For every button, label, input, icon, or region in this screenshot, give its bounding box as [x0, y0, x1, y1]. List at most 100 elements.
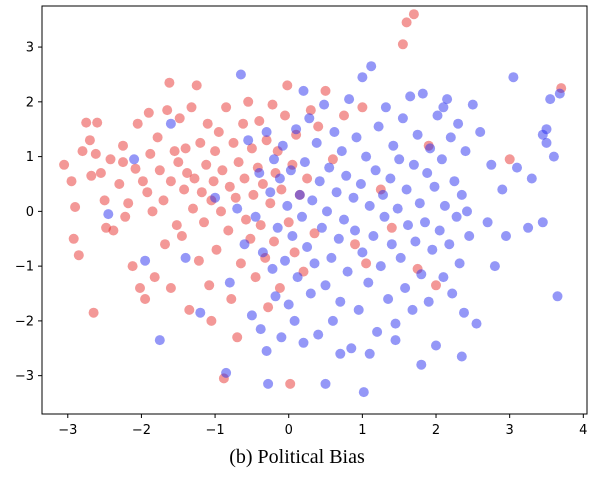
- point-series-2-149: [542, 138, 552, 148]
- point-series-1-56: [204, 280, 214, 290]
- point-series-2-5: [181, 253, 191, 263]
- point-series-2-52: [322, 206, 332, 216]
- point-series-1-61: [214, 127, 224, 137]
- point-series-1-83: [254, 116, 264, 126]
- point-series-1-37: [170, 146, 180, 156]
- point-series-1-26: [142, 187, 152, 197]
- point-series-2-104: [418, 89, 428, 99]
- point-series-2-67: [350, 226, 360, 236]
- point-series-2-28: [278, 141, 288, 151]
- point-series-2-29: [280, 256, 290, 266]
- point-series-2-118: [444, 239, 454, 249]
- point-series-2-38: [297, 212, 307, 222]
- point-series-1-67: [225, 182, 235, 192]
- ticks-layer: −3 −2 −1 0 1 2 3 4 −3 −2 −1 0 1 2 3: [15, 41, 588, 438]
- x-tick-label: 0: [285, 423, 293, 438]
- point-series-2-21: [265, 187, 275, 197]
- point-series-1-98: [284, 217, 294, 227]
- point-series-1-31: [155, 165, 165, 175]
- point-series-2-144: [545, 94, 555, 104]
- point-series-2-33: [287, 231, 297, 241]
- point-series-2-34: [290, 316, 300, 326]
- point-series-1-11: [96, 168, 106, 178]
- point-series-1-20: [128, 261, 138, 271]
- point-series-2-80: [374, 122, 384, 132]
- point-series-2-85: [383, 294, 393, 304]
- point-series-1-0: [59, 160, 69, 170]
- point-series-1-105: [302, 174, 312, 184]
- point-series-2-114: [437, 154, 447, 164]
- point-series-1-73: [236, 258, 246, 268]
- point-series-2-27: [276, 332, 286, 342]
- point-series-2-18: [258, 247, 268, 257]
- point-series-1-112: [350, 239, 360, 249]
- point-series-1-28: [148, 206, 158, 216]
- x-tick-label: −1: [205, 423, 224, 438]
- point-series-2-46: [312, 138, 322, 148]
- point-series-2-61: [339, 215, 349, 225]
- point-series-1-68: [226, 294, 236, 304]
- point-series-1-55: [203, 119, 213, 129]
- point-series-2-89: [391, 319, 401, 329]
- point-series-1-72: [234, 157, 244, 167]
- x-tick-label: −3: [58, 423, 77, 438]
- point-series-2-74: [363, 278, 373, 288]
- point-series-2-68: [352, 132, 362, 142]
- point-series-1-43: [181, 143, 191, 153]
- y-tick-label: 0: [26, 205, 34, 220]
- axes-frame: [42, 6, 587, 414]
- point-series-2-41: [302, 242, 312, 252]
- point-series-2-83: [380, 212, 390, 222]
- point-series-1-89: [265, 198, 275, 208]
- point-series-1-32: [159, 195, 169, 205]
- point-series-2-87: [387, 239, 397, 249]
- point-series-1-38: [172, 220, 182, 230]
- point-series-2-125: [457, 190, 467, 200]
- x-tick-label: 1: [358, 423, 366, 438]
- point-series-1-15: [108, 226, 118, 236]
- point-series-1-81: [251, 272, 261, 282]
- point-series-2-121: [449, 176, 459, 186]
- point-series-1-2: [69, 234, 79, 244]
- point-series-2-102: [415, 198, 425, 208]
- point-series-1-29: [150, 272, 160, 282]
- point-series-1-16: [114, 179, 124, 189]
- point-series-2-139: [512, 163, 522, 173]
- point-series-2-96: [403, 220, 413, 230]
- point-series-1-65: [221, 102, 231, 112]
- point-series-2-81: [376, 261, 386, 271]
- x-tick-label: 2: [432, 423, 440, 438]
- point-series-1-85: [258, 179, 268, 189]
- point-series-2-15: [251, 212, 261, 222]
- point-series-2-4: [166, 119, 176, 129]
- point-series-2-153: [262, 346, 272, 356]
- point-series-2-59: [335, 297, 345, 307]
- point-series-2-141: [527, 174, 537, 184]
- point-series-1-66: [223, 226, 233, 236]
- point-series-2-3: [155, 335, 165, 345]
- point-series-2-140: [523, 223, 533, 233]
- point-series-1-10: [89, 308, 99, 318]
- figure-caption: (b) Political Bias: [0, 446, 594, 469]
- point-series-2-99: [409, 160, 419, 170]
- point-series-2-23: [269, 154, 279, 164]
- point-series-2-17: [256, 324, 266, 334]
- point-series-1-88: [263, 302, 273, 312]
- point-series-1-63: [217, 165, 227, 175]
- point-series-2-115: [438, 272, 448, 282]
- point-series-2-57: [332, 187, 342, 197]
- point-series-2-92: [396, 253, 406, 263]
- point-series-2-69: [354, 305, 364, 315]
- point-series-1-12: [100, 195, 110, 205]
- point-series-2-72: [359, 387, 369, 397]
- point-series-1-39: [173, 157, 183, 167]
- point-series-2-97: [405, 91, 415, 101]
- point-series-1-41: [177, 231, 187, 241]
- point-series-1-113: [357, 102, 367, 112]
- point-series-1-8: [91, 149, 101, 159]
- point-series-2-44: [307, 195, 317, 205]
- y-tick-label: −3: [15, 369, 34, 384]
- point-series-1-90: [268, 100, 278, 110]
- point-series-2-71: [357, 247, 367, 257]
- point-series-1-122: [431, 280, 441, 290]
